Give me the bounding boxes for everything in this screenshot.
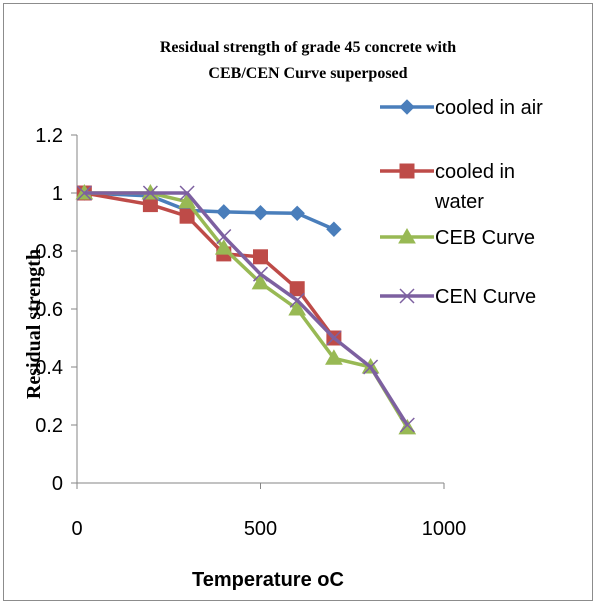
legend-item-cooled-in-air: cooled in air xyxy=(380,97,543,119)
data-point-cen-curve xyxy=(363,359,379,375)
y-tick-label: 0 xyxy=(52,473,63,495)
marker-x-stroke xyxy=(289,292,305,308)
marker-x-stroke xyxy=(76,185,92,201)
axes-layer: 0 0.2 0.4 0.6 0.8 1 1.2 0 500 1000 xyxy=(35,125,466,540)
data-point-cen-curve xyxy=(252,266,269,282)
legend-label: CEB Curve xyxy=(435,227,535,249)
data-point-ceb-curve xyxy=(251,273,270,290)
y-tick-label: 0.8 xyxy=(35,241,63,263)
marker-x-stroke xyxy=(142,185,158,201)
marker-x-stroke xyxy=(363,359,379,375)
data-point-cooled-in-air xyxy=(289,205,305,222)
legend-label: water xyxy=(434,191,484,213)
x-tick-label: 0 xyxy=(71,518,82,540)
legend-swatch-marker xyxy=(399,163,415,179)
series-cen-curve xyxy=(76,185,415,433)
data-point-ceb-curve xyxy=(325,349,343,365)
data-point-ceb-curve xyxy=(398,418,417,435)
data-point-cen-curve xyxy=(326,330,342,346)
y-axis-title: Residual strength xyxy=(23,249,45,399)
data-point-cooled-in-water xyxy=(142,197,158,213)
marker-x-stroke xyxy=(326,330,342,346)
data-point-ceb-curve xyxy=(214,239,233,255)
marker-x-stroke xyxy=(399,417,415,433)
marker-x-stroke xyxy=(252,266,269,282)
series-ceb-curve xyxy=(75,183,417,435)
data-point-cooled-in-water xyxy=(253,249,268,265)
data-point-cooled-in-water xyxy=(179,208,195,224)
legend-label: cooled in xyxy=(435,161,515,183)
legend-swatch-marker xyxy=(398,227,416,244)
marker-x-stroke xyxy=(216,228,232,245)
data-point-cen-curve xyxy=(179,185,195,201)
y-tick-label: 1.2 xyxy=(35,125,63,147)
series-line-ceb-curve xyxy=(84,191,409,429)
x-tick-label: 1000 xyxy=(422,518,467,540)
data-point-cen-curve xyxy=(289,292,305,308)
legend-swatch-marker xyxy=(399,99,415,115)
x-axis-title: Temperature oC xyxy=(192,569,344,591)
data-point-cooled-in-air xyxy=(252,205,269,221)
data-point-cen-curve xyxy=(76,185,92,201)
legend-layer: cooled in air cooled in water CEB Curve CEN … xyxy=(380,97,543,308)
series-line-cen-curve xyxy=(84,191,409,426)
y-tick-label: 0.4 xyxy=(35,357,63,379)
y-tick-label: 0.6 xyxy=(35,299,63,321)
data-point-cooled-in-water xyxy=(289,281,305,297)
y-tick-label: 1 xyxy=(52,183,63,205)
data-point-ceb-curve xyxy=(178,192,196,209)
chart-title-line-1: Residual strength of grade 45 concrete w… xyxy=(160,39,456,56)
chart-title-line-2: CEB/CEN Curve superposed xyxy=(208,65,407,82)
data-point-ceb-curve xyxy=(288,299,307,316)
y-tick-label: 0.2 xyxy=(35,415,63,437)
legend-item-cen-curve: CEN Curve xyxy=(380,286,536,308)
marker-x-stroke xyxy=(399,288,415,304)
chart-frame: Residual strength of grade 45 concrete w… xyxy=(3,3,593,601)
series-layer xyxy=(75,183,417,435)
legend-label: cooled in air xyxy=(435,97,543,119)
data-point-cen-curve xyxy=(399,417,415,433)
data-point-cooled-in-air xyxy=(326,221,342,237)
data-point-cen-curve xyxy=(142,185,158,201)
data-point-cen-curve xyxy=(216,228,232,245)
legend-item-ceb-curve: CEB Curve xyxy=(380,227,535,249)
legend-item-cooled-in-water: cooled in water xyxy=(380,161,515,213)
chart-svg: Residual strength of grade 45 concrete w… xyxy=(23,39,543,591)
marker-x-stroke xyxy=(179,185,195,201)
x-tick-label: 500 xyxy=(244,518,277,540)
data-point-cooled-in-air xyxy=(216,204,232,220)
legend-label: CEN Curve xyxy=(435,286,536,308)
legend-swatch-marker xyxy=(399,288,415,304)
